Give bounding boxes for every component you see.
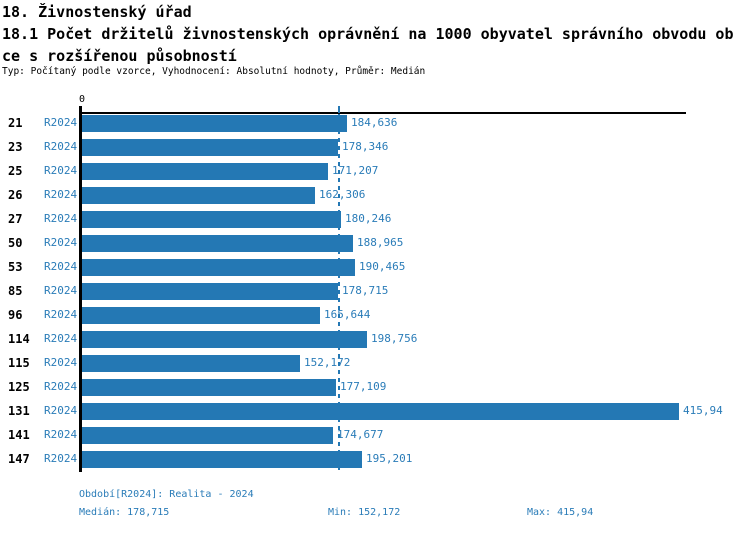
bar-value-label: 171,207 [332,164,379,177]
row-category-label: 115 [8,356,30,370]
row-category-label: 50 [8,236,23,250]
row-category-label: 53 [8,260,23,274]
row-series-label: R2024 [44,332,78,345]
row-category-label: 131 [8,404,30,418]
row-series-label: R2024 [44,356,78,369]
row-series-label: R2024 [44,428,78,441]
bar [82,138,338,156]
bar-value-label: 195,201 [366,452,413,465]
page-subtitle-line1: 18.1 Počet držitelů živnostenských opráv… [2,25,734,43]
bar-value-label: 198,756 [371,332,418,345]
row-category-label: 21 [8,116,23,130]
chart-row: 26 R2024 162,306 [0,183,750,207]
bar-value-label: 178,715 [342,284,389,297]
bar-value-label: 184,636 [351,116,398,129]
chart-row: 50 R2024 188,965 [0,231,750,255]
median-tick [338,106,340,113]
bar [82,402,679,420]
chart-row: 25 R2024 171,207 [0,159,750,183]
bar-value-label: 188,965 [357,236,404,249]
bar [82,354,300,372]
row-series-label: R2024 [44,380,78,393]
chart-row: 114 R2024 198,756 [0,327,750,351]
row-series-label: R2024 [44,260,78,273]
bar [82,258,355,276]
row-series-label: R2024 [44,404,78,417]
chart-row: 27 R2024 180,246 [0,207,750,231]
x-axis-zero-label: 0 [78,94,86,105]
chart-meta-line: Typ: Počítaný podle vzorce, Vyhodnocení:… [2,66,426,77]
row-series-label: R2024 [44,212,78,225]
bar-value-label: 174,677 [337,428,384,441]
row-category-label: 27 [8,212,23,226]
row-series-label: R2024 [44,116,78,129]
chart-row: 115 R2024 152,172 [0,351,750,375]
row-category-label: 141 [8,428,30,442]
bar-value-label: 415,94 [683,404,723,417]
bar [82,282,338,300]
chart-row: 21 R2024 184,636 [0,111,750,135]
y-axis-line [79,106,82,472]
row-category-label: 25 [8,164,23,178]
row-series-label: R2024 [44,140,78,153]
bar [82,450,362,468]
chart-row: 125 R2024 177,109 [0,375,750,399]
bar-value-label: 190,465 [359,260,406,273]
chart-row: 23 R2024 178,346 [0,135,750,159]
row-category-label: 85 [8,284,23,298]
row-category-label: 26 [8,188,23,202]
row-series-label: R2024 [44,308,78,321]
bar-value-label: 180,246 [345,212,392,225]
row-category-label: 96 [8,308,23,322]
bar [82,210,341,228]
page-subtitle-line2: ce s rozšířenou působností [2,47,237,65]
median-line [338,106,340,474]
median-stat-label: Medián: 178,715 [79,507,170,518]
row-series-label: R2024 [44,188,78,201]
bar [82,162,328,180]
bar-value-label: 152,172 [304,356,351,369]
row-series-label: R2024 [44,164,78,177]
max-stat-label: Max: 415,94 [527,507,594,518]
row-series-label: R2024 [44,284,78,297]
period-label: Období[R2024]: Realita - 2024 [79,489,254,500]
bar [82,330,367,348]
chart-row: 147 R2024 195,201 [0,447,750,471]
bar [82,378,336,396]
bar-value-label: 165,644 [324,308,371,321]
bar-value-label: 177,109 [340,380,387,393]
row-category-label: 114 [8,332,30,346]
bar [82,426,333,444]
chart-row: 85 R2024 178,715 [0,279,750,303]
chart-row: 96 R2024 165,644 [0,303,750,327]
min-stat-label: Min: 152,172 [328,507,401,518]
x-axis-line [80,112,686,114]
chart-row: 53 R2024 190,465 [0,255,750,279]
bar [82,306,320,324]
bar-value-label: 162,306 [319,188,366,201]
chart-row: 131 R2024 415,94 [0,399,750,423]
row-category-label: 125 [8,380,30,394]
row-category-label: 147 [8,452,30,466]
row-series-label: R2024 [44,452,78,465]
bar-value-label: 178,346 [342,140,389,153]
bar [82,114,347,132]
chart-row: 141 R2024 174,677 [0,423,750,447]
row-category-label: 23 [8,140,23,154]
page-title: 18. Živnostenský úřad [2,3,192,21]
bar [82,186,315,204]
row-series-label: R2024 [44,236,78,249]
bar [82,234,353,252]
